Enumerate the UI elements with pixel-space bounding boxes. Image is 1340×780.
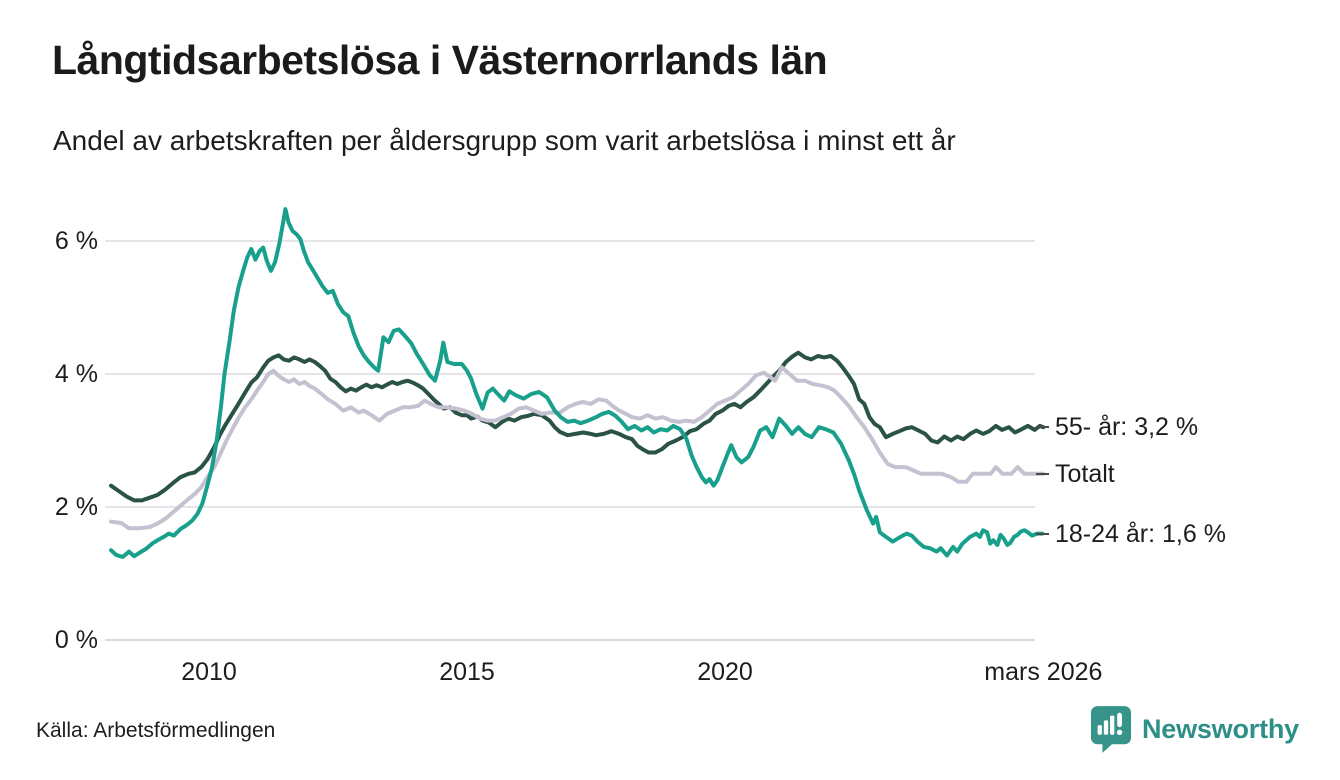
newsworthy-speech-bubble-bar-chart-icon [1090, 706, 1131, 753]
x-tick-label-2015: 2015 [439, 658, 495, 686]
series-end-label-55-ar: 55- år: 3,2 % [1036, 411, 1198, 443]
label-connector-dash [1036, 472, 1049, 475]
chart-subtitle: Andel av arbetskraften per åldersgrupp s… [53, 125, 956, 156]
series-end-label-text: 55- år: 3,2 % [1055, 413, 1199, 442]
x-tick-label-2010: 2010 [181, 658, 237, 686]
y-tick-label-6: 6 % [54, 227, 98, 255]
series-line-55-ar [109, 350, 1046, 503]
label-connector-dash [1036, 426, 1049, 429]
source-note: Källa: Arbetsförmedlingen [36, 719, 276, 742]
newsworthy-wordmark: Newsworthy [1141, 713, 1299, 744]
x-tick-label-2020: 2020 [697, 658, 753, 686]
series-end-label-totalt: Totalt [1036, 458, 1115, 490]
series-end-label-text: Totalt [1055, 459, 1115, 488]
chart-title: Långtidsarbetslösa i Västernorrlands län [52, 37, 828, 83]
x-tick-label-mars-2026: mars 2026 [984, 658, 1103, 686]
series-line-totalt [109, 365, 1046, 531]
y-tick-label-4: 4 % [54, 360, 98, 388]
y-tick-label-2: 2 % [54, 493, 98, 521]
series-line-18-24-ar [109, 207, 1045, 559]
label-connector-dash [1036, 532, 1049, 535]
newsworthy-logo: Newsworthy [1090, 705, 1299, 753]
series-end-label-text: 18-24 år: 1,6 % [1055, 519, 1226, 548]
series-end-label-18-24-ar: 18-24 år: 1,6 % [1036, 518, 1226, 550]
y-tick-label-0: 0 % [54, 626, 98, 654]
